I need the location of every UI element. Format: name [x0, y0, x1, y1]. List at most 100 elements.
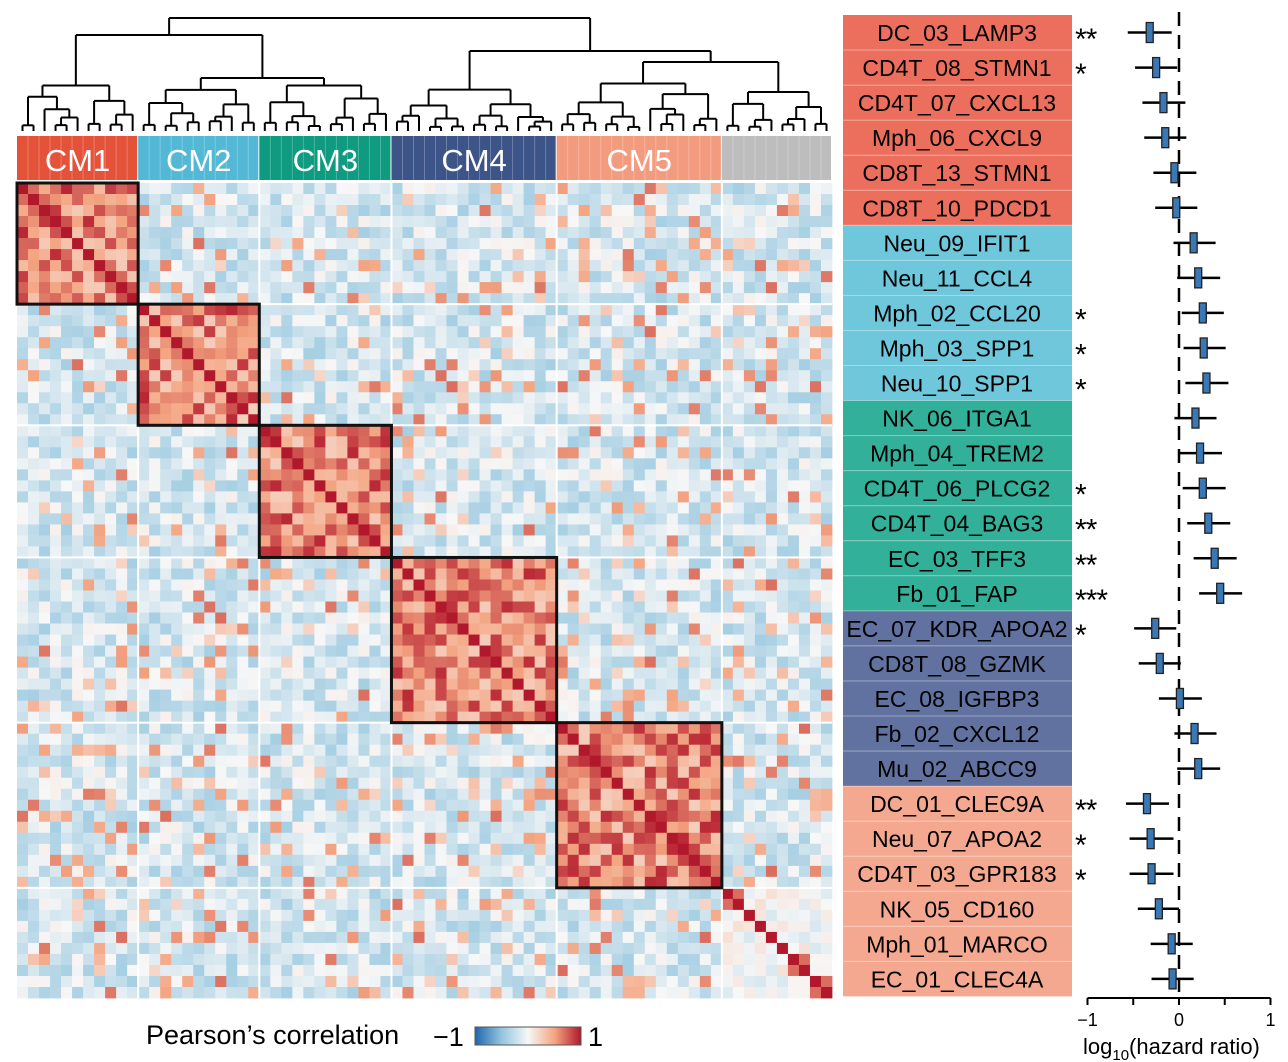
heatmap-cell	[94, 590, 106, 602]
heatmap-cell	[380, 447, 392, 459]
heatmap-cell	[721, 722, 734, 735]
heatmap-cell	[655, 205, 668, 217]
heatmap-cell	[193, 678, 205, 691]
heatmap-cell	[182, 216, 194, 228]
heatmap-cell	[50, 227, 62, 239]
heatmap-cell	[391, 293, 403, 305]
heatmap-cell	[523, 557, 536, 569]
heatmap-cell	[138, 744, 150, 757]
heatmap-cell	[391, 832, 403, 845]
heatmap-cell	[160, 370, 172, 382]
heatmap-cell	[600, 766, 613, 779]
heatmap-cell	[193, 337, 205, 349]
heatmap-cell	[358, 568, 370, 580]
heatmap-cell	[138, 722, 150, 735]
heatmap-cell	[523, 304, 536, 316]
heatmap-cell	[237, 766, 249, 779]
heatmap-cell	[688, 843, 701, 856]
heatmap-cell	[358, 381, 370, 393]
heatmap-cell	[61, 766, 73, 779]
heatmap-cell	[105, 689, 117, 702]
heatmap-cell	[633, 337, 646, 349]
heatmap-cell	[611, 579, 624, 591]
heatmap-cell	[347, 381, 359, 393]
heatmap-cell	[820, 590, 833, 602]
heatmap-cell	[226, 865, 238, 878]
heatmap-cell	[446, 205, 458, 217]
heatmap-cell	[644, 348, 657, 360]
heatmap-cell	[787, 491, 800, 503]
heatmap-cell	[655, 271, 668, 283]
heatmap-cell	[545, 348, 558, 360]
heatmap-cell	[435, 810, 447, 823]
heatmap-cell	[655, 590, 668, 602]
heatmap-cell	[160, 458, 172, 470]
heatmap-cell	[710, 480, 723, 492]
heatmap-cell	[435, 700, 447, 713]
heatmap-cell	[468, 755, 480, 768]
heatmap-cell	[303, 876, 315, 889]
heatmap-cell	[534, 612, 547, 624]
heatmap-cell	[622, 480, 635, 492]
heatmap-cell	[193, 348, 205, 360]
heatmap-cell	[28, 612, 40, 624]
heatmap-cell	[215, 546, 227, 558]
heatmap-cell	[270, 733, 282, 746]
heatmap-cell	[292, 403, 304, 415]
heatmap-cell	[820, 260, 833, 272]
heatmap-cell	[413, 645, 425, 657]
heatmap-cell	[237, 612, 249, 624]
heatmap-cell	[424, 700, 436, 713]
heatmap-cell	[28, 843, 40, 856]
heatmap-cell	[479, 403, 491, 415]
heatmap-cell	[127, 359, 139, 371]
heatmap-cell	[127, 865, 139, 878]
heatmap-cell	[17, 227, 29, 239]
heatmap-cell	[215, 568, 227, 580]
heatmap-cell	[721, 634, 734, 646]
heatmap-cell	[292, 249, 304, 261]
heatmap-cell	[105, 447, 117, 459]
heatmap-cell	[534, 282, 547, 294]
heatmap-cell	[479, 304, 491, 316]
heatmap-cell	[204, 249, 216, 261]
heatmap-cell	[50, 744, 62, 757]
heatmap-cell	[798, 359, 811, 371]
heatmap-cell	[292, 216, 304, 228]
heatmap-cell	[402, 579, 414, 591]
heatmap-cell	[171, 744, 183, 757]
heatmap-cell	[600, 491, 613, 503]
heatmap-cell	[633, 568, 646, 580]
heatmap-cell	[743, 304, 756, 316]
heatmap-cell	[105, 491, 117, 503]
heatmap-cell	[413, 480, 425, 492]
heatmap-cell	[94, 865, 106, 878]
heatmap-cell	[699, 491, 712, 503]
heatmap-cell	[435, 546, 447, 558]
heatmap-cell	[248, 700, 260, 713]
heatmap-cell	[490, 656, 502, 668]
heatmap-cell	[39, 623, 51, 635]
heatmap-cell	[61, 865, 73, 878]
heatmap-cell	[688, 458, 701, 470]
heatmap-cell	[347, 590, 359, 602]
heatmap-cell	[303, 601, 315, 613]
heatmap-cell	[710, 843, 723, 856]
heatmap-cell	[743, 293, 756, 305]
heatmap-cell	[721, 700, 734, 713]
heatmap-cell	[809, 205, 822, 217]
heatmap-cell	[798, 832, 811, 845]
heatmap-cell	[358, 403, 370, 415]
heatmap-cell	[325, 359, 337, 371]
heatmap-cell	[193, 667, 205, 679]
heatmap-cell	[28, 766, 40, 779]
heatmap-cell	[633, 667, 646, 679]
heatmap-cell	[336, 546, 348, 558]
heatmap-cell	[809, 337, 822, 349]
heatmap-cell	[754, 821, 767, 834]
heatmap-cell	[72, 755, 84, 768]
heatmap-cell	[479, 414, 491, 426]
heatmap-cell	[259, 854, 271, 867]
heatmap-cell	[336, 623, 348, 635]
heatmap-cell	[116, 425, 128, 437]
